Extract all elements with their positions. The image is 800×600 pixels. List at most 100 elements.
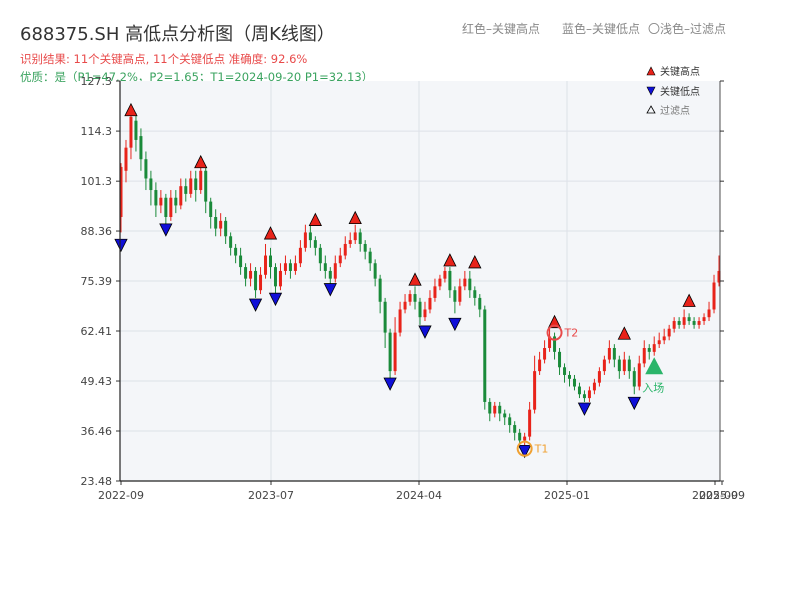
- candle-body: [528, 409, 532, 437]
- candle-body: [293, 263, 297, 271]
- candle-body: [353, 232, 357, 241]
- key-high-marker: [682, 293, 696, 307]
- candle-body: [244, 267, 248, 279]
- candle-body: [378, 278, 382, 302]
- candle-body: [219, 220, 223, 229]
- candle-body: [577, 386, 581, 395]
- entry-label: 入场: [642, 380, 664, 394]
- candle-body: [288, 263, 292, 271]
- candle-body: [543, 348, 547, 360]
- candle-body: [358, 232, 362, 244]
- candle-body: [692, 321, 696, 325]
- candle-body: [129, 116, 133, 148]
- candle-body: [308, 232, 312, 241]
- candle-body: [179, 186, 183, 206]
- candle-body: [662, 336, 666, 341]
- candle-body: [383, 301, 387, 333]
- t2-circle: [546, 324, 563, 341]
- candle-body: [164, 197, 168, 218]
- y-tick-label: 101.3: [81, 175, 113, 188]
- y-tick-label: 49.43: [81, 375, 113, 388]
- y-tick-label: 36.46: [81, 425, 113, 438]
- candle-body: [533, 371, 537, 410]
- candle-body: [582, 394, 586, 399]
- candle-body: [473, 290, 477, 298]
- x-tick-label: 2025-09: [699, 489, 745, 502]
- key-low-marker: [248, 298, 263, 312]
- y-tick-label: 75.39: [81, 275, 113, 288]
- candle-body: [269, 255, 272, 268]
- key-high-marker: [348, 210, 362, 225]
- quality-summary: 优质：是（P1=47.2%，P2=1.65；T1=2024-09-20 P1=3…: [20, 70, 374, 84]
- y-tick-label: 127.3: [81, 75, 113, 88]
- candle-body: [677, 321, 681, 325]
- candle-body: [139, 136, 143, 160]
- candle-body: [652, 344, 656, 352]
- candle-body: [254, 270, 258, 291]
- candle-body: [224, 220, 228, 237]
- candle-body: [627, 359, 631, 372]
- candle-body: [333, 263, 337, 279]
- candle-body: [283, 263, 287, 271]
- candle-body: [632, 371, 636, 387]
- candle-body: [209, 201, 213, 218]
- candle-body: [508, 417, 512, 426]
- candle-body: [363, 243, 367, 252]
- candle-body: [523, 436, 527, 441]
- candle-body: [642, 348, 646, 364]
- y-tick-label: 114.3: [81, 125, 113, 138]
- candle-body: [393, 332, 397, 372]
- key-low-marker: [448, 317, 462, 332]
- legend-high-label: 关键高点: [660, 65, 700, 78]
- candle-body: [513, 425, 517, 433]
- x-tick-label: 2024-04: [396, 489, 442, 502]
- key-high-marker: [443, 253, 457, 267]
- candle-body: [717, 270, 721, 283]
- candle-body: [398, 309, 402, 333]
- candle-body: [453, 290, 457, 302]
- candle-body: [368, 251, 372, 264]
- candle-body: [617, 359, 621, 372]
- candle-body: [423, 309, 427, 318]
- hint-blue-low: 蓝色–关键低点: [562, 22, 641, 36]
- candle-body: [568, 374, 571, 379]
- candle-body: [119, 166, 123, 218]
- candle-body: [328, 270, 332, 279]
- candle-body: [597, 371, 601, 383]
- key-low-marker: [418, 325, 432, 339]
- key-low-marker: [577, 402, 592, 416]
- key-high-marker: [408, 272, 422, 286]
- y-tick-label: 62.41: [81, 325, 113, 338]
- candle-body: [273, 267, 277, 287]
- candle-body: [174, 197, 178, 206]
- legend-filtered-label: 过滤点: [660, 104, 690, 117]
- candle-body: [189, 178, 193, 194]
- candle-body: [229, 236, 233, 248]
- candle-body: [707, 309, 711, 318]
- candle-body: [149, 178, 153, 191]
- key-low-marker: [268, 292, 283, 307]
- candle-body: [348, 240, 352, 244]
- x-tick-label: 2025-09: [692, 489, 738, 502]
- candle-body: [587, 390, 591, 399]
- candle-body: [607, 348, 611, 360]
- candle-body: [144, 159, 148, 179]
- candle-body: [438, 278, 442, 287]
- candle-body: [503, 413, 507, 418]
- key-low-marker: [323, 283, 337, 297]
- candle-body: [303, 232, 307, 248]
- candle-body: [697, 321, 701, 325]
- candle-body: [647, 348, 651, 352]
- candle-body: [388, 332, 392, 372]
- candle-body: [682, 317, 686, 325]
- candle-body: [373, 263, 377, 279]
- candle-body: [443, 270, 447, 279]
- chart-title: 688375.SH 高低点分析图（周K线图）: [20, 24, 335, 45]
- legend-low-label: 关键低点: [660, 85, 700, 98]
- candle-body: [239, 255, 243, 268]
- candle-body: [214, 217, 218, 229]
- candle-body: [184, 186, 188, 194]
- candle-body: [483, 309, 487, 402]
- hint-red-high: 红色–关键高点: [462, 22, 541, 36]
- candle-body: [572, 378, 576, 387]
